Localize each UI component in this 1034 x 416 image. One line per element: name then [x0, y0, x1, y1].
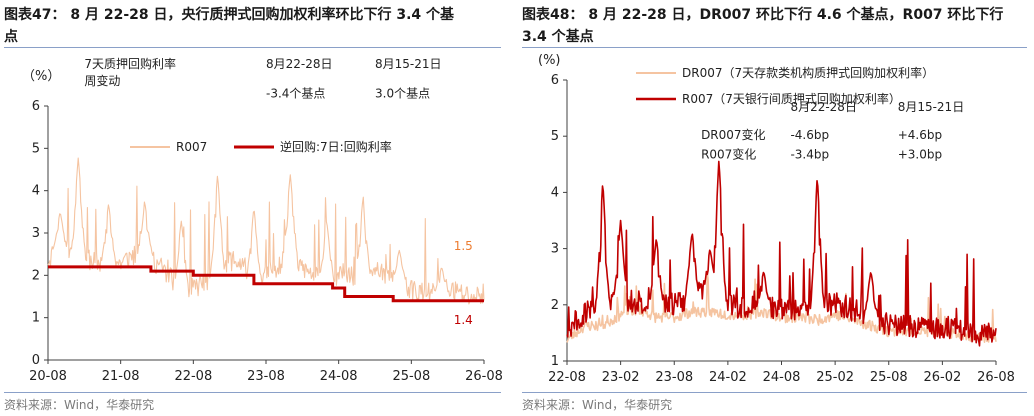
x-tick-label: 23-08 — [247, 369, 285, 384]
y-axis-label: （%） — [22, 69, 60, 84]
left-chart: 0 1 2 3 4 5 6 （%） 20-08 21-08 22-08 23-08 24-08 25-08… — [22, 56, 503, 384]
right-chart: 1 2 3 4 5 6 (%) 22-08 23-02 23-08 24-02 24-08 25-02 2… — [538, 53, 1015, 385]
annotation-3: -3.4个基点 — [266, 87, 325, 101]
left-title-line1: 图表47： 8 月 22-28 日，央行质押式回购加权利率环比下行 3.4 个基 — [4, 7, 455, 23]
y-tick-label: 0 — [32, 353, 40, 368]
left-title-line2: 点 — [4, 29, 18, 45]
right-chart-title: 图表48： 8 月 22-28 日，DR007 环比下行 4.6 个基点，R00… — [522, 4, 1003, 48]
annotation-3: -4.6bp — [790, 128, 829, 142]
annotation-2: DR007变化 — [701, 127, 765, 142]
y-tick-label: 3 — [551, 242, 559, 257]
annotation-0: 7天质押回购利率 — [84, 56, 176, 71]
annotation-4: 8月15-21日 — [375, 57, 442, 71]
y-tick-label: 5 — [32, 141, 40, 156]
x-tick-label: 25-08 — [870, 370, 908, 385]
x-tick-label: 25-08 — [392, 369, 430, 384]
annotation-1: 8月15-21日 — [898, 100, 965, 114]
annotation-5: R007变化 — [701, 147, 756, 162]
x-tick-label: 24-08 — [320, 369, 358, 384]
left-panel: 图表47： 8 月 22-28 日，央行质押式回购加权利率环比下行 3.4 个基… — [0, 0, 505, 416]
x-tick-label: 24-08 — [763, 370, 801, 385]
y-tick-label: 2 — [32, 268, 40, 283]
legend-label-1: 逆回购:7日:回购利率 — [280, 139, 392, 154]
y-tick-label: 1 — [551, 354, 559, 369]
y-tick-label: 6 — [551, 73, 559, 88]
y-axis-label: (%) — [538, 53, 561, 68]
series-line-1 — [48, 265, 484, 303]
left-source: 资料来源：Wind，华泰研究 — [4, 398, 155, 412]
y-tick-label: 2 — [551, 298, 559, 313]
y-tick-label: 5 — [551, 129, 559, 144]
right-title-line2: 3.4 个基点 — [522, 29, 594, 45]
right-source: 资料来源：Wind，华泰研究 — [522, 398, 673, 412]
series-line-0 — [47, 157, 485, 305]
legend-label-0: DR007（7天存款类机构质押式回购加权利率） — [682, 65, 934, 80]
right-panel: 图表48： 8 月 22-28 日，DR007 环比下行 4.6 个基点，R00… — [518, 0, 1034, 416]
x-tick-label: 26-08 — [465, 369, 503, 384]
y-tick-label: 4 — [32, 184, 40, 199]
annotation-6: -3.4bp — [790, 148, 829, 162]
series-line-1 — [566, 160, 997, 347]
annotation-7: 1.4 — [454, 313, 473, 327]
x-tick-label: 22-08 — [174, 369, 212, 384]
annotation-0: 8月22-28日 — [790, 100, 857, 114]
x-tick-label: 26-02 — [923, 370, 961, 385]
x-tick-label: 21-08 — [102, 369, 140, 384]
annotation-2: 8月22-28日 — [266, 57, 333, 71]
x-tick-label: 25-02 — [816, 370, 854, 385]
legend-label-1: R007（7天银行间质押式回购加权利率） — [682, 91, 901, 106]
x-tick-label: 24-02 — [709, 370, 747, 385]
left-chart-title: 图表47： 8 月 22-28 日，央行质押式回购加权利率环比下行 3.4 个基… — [4, 4, 454, 48]
x-tick-label: 23-02 — [602, 370, 640, 385]
annotation-7: +3.0bp — [898, 148, 942, 162]
annotation-1: 周变动 — [84, 73, 120, 88]
y-tick-label: 4 — [551, 185, 559, 200]
x-tick-label: 22-08 — [548, 370, 586, 385]
x-tick-label: 23-08 — [655, 370, 693, 385]
right-title-line1: 图表48： 8 月 22-28 日，DR007 环比下行 4.6 个基点，R00… — [522, 7, 1004, 23]
x-tick-label: 26-08 — [977, 370, 1015, 385]
x-tick-label: 20-08 — [29, 369, 67, 384]
left-title-rule — [4, 47, 501, 48]
legend-label-0: R007 — [176, 140, 207, 154]
y-tick-label: 1 — [32, 311, 40, 326]
right-title-rule — [522, 47, 1027, 48]
y-tick-label: 6 — [32, 99, 40, 114]
y-tick-label: 3 — [32, 226, 40, 241]
annotation-5: 3.0个基点 — [375, 87, 430, 101]
annotation-6: 1.5 — [454, 239, 473, 253]
annotation-4: +4.6bp — [898, 128, 942, 142]
right-source-rule — [522, 392, 1027, 393]
left-source-rule — [4, 392, 501, 393]
